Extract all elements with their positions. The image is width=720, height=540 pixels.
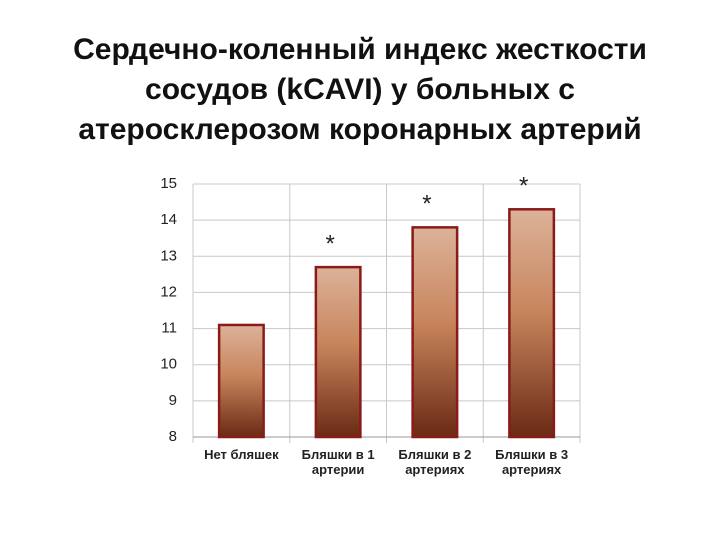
y-tick-label: 12 [160,283,177,300]
chart-title: Сердечно-коленный индекс жесткости сосуд… [73,33,647,146]
annotation: * [422,191,431,218]
annotation: * [519,173,528,200]
y-tick-label: 11 [161,320,177,337]
bar [411,226,459,439]
annotation: * [325,230,334,257]
x-tick-label: Нет бляшек [204,447,279,462]
y-tick-label: 14 [160,211,177,228]
x-tick-label: Бляшки в 3 артериях [495,447,569,477]
x-tick-label: Бляшки в 1 артерии [301,447,375,477]
y-tick-label: 13 [160,247,177,264]
bar [314,265,362,439]
y-tick-label: 15 [160,175,177,192]
bar [508,208,556,439]
y-tick-label: 9 [169,392,177,409]
y-tick-label: 10 [160,356,177,373]
y-tick-label: 8 [169,428,177,445]
x-tick-label: Бляшки в 2 артериях [398,447,472,477]
bar [217,323,265,439]
